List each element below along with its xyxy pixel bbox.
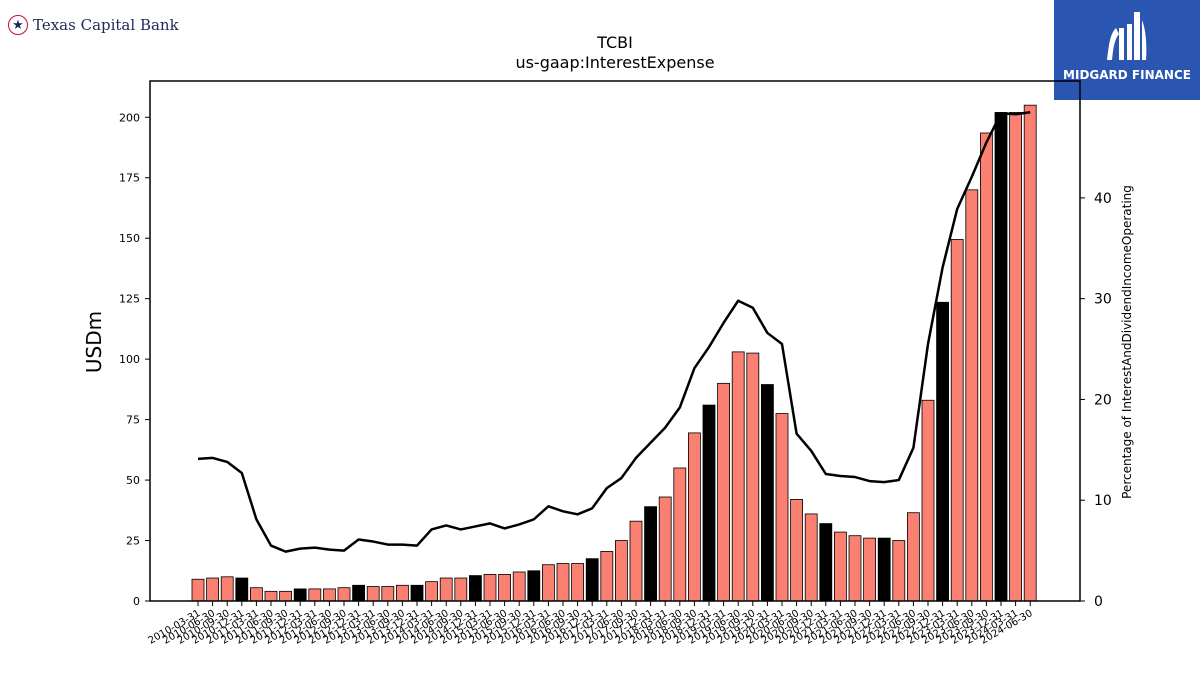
y-tick-label: 75 [126,414,140,427]
bar-2020-03-31 [775,413,789,602]
y-tick-label: 200 [119,111,140,124]
bar-2012-03-31 [308,588,322,602]
y-tick-label: 50 [126,474,140,487]
bar-2021-03-31 [834,531,847,602]
y-axis-label: USDm [82,311,106,373]
bar-2019-06-30 [731,351,745,602]
y-tick-label: 150 [119,232,140,245]
bar-2015-06-30 [498,574,512,602]
line-series [197,111,1031,553]
x-axis-ticks: 2010-03-312010-06-302010-09-302010-12-31… [147,601,1035,647]
bar-2019-03-31 [717,382,730,602]
bar-2021-06-30 [848,535,862,602]
y-tick-label: 175 [119,172,140,185]
bar-2010-12-31 [235,577,249,602]
bar-2011-12-31 [293,588,307,602]
y-tick-label: 0 [133,595,140,608]
percentage-line [197,111,1031,553]
bar-2010-03-31 [191,578,205,602]
y2-axis-label: Percentage of InterestAndDividendIncomeO… [1120,185,1134,499]
y-tick-label: 100 [119,353,140,366]
bar-2021-12-31 [877,537,891,602]
bar-2013-06-30 [381,586,395,602]
bar-2020-09-30 [804,513,818,602]
bar-2024-06-30 [1023,104,1037,602]
bar-2021-09-30 [863,537,876,602]
bar-2022-09-30 [921,399,935,602]
bar-2019-12-31 [761,384,774,602]
bar-2023-06-30 [965,189,979,602]
midgard-finance-logo: MIDGARD FINANCE [1054,0,1200,100]
texas-capital-bank-logo: ★ Texas Capital Bank [8,12,179,38]
bar-2022-03-31 [892,540,906,602]
midgard-logo-mark-icon [1107,12,1147,60]
bar-2015-03-31 [483,574,497,602]
bar-2015-09-30 [512,571,526,602]
bar-2018-06-30 [673,467,687,602]
bar-2017-12-31 [644,506,657,602]
y-tick-label: 125 [119,293,140,306]
plot-frame [149,80,1081,602]
bar-2015-12-31 [527,570,541,602]
bar-2014-03-31 [425,581,439,602]
y2-axis-ticks: 0 10 20 30 40 [1080,191,1112,610]
bar-2023-09-30 [980,132,993,602]
bar-2013-12-31 [410,584,424,602]
bar-2018-09-30 [688,432,701,602]
bar-2013-03-31 [366,586,380,602]
bar-2010-06-30 [206,577,220,602]
bar-2016-09-30 [571,563,584,602]
bar-2017-09-30 [629,520,643,602]
bar-2014-06-30 [439,577,453,602]
chart-title: TCBI [596,33,633,52]
bar-2016-06-30 [556,563,570,602]
bar-2018-12-31 [702,404,716,602]
bar-2017-03-31 [600,551,614,602]
bar-2014-12-31 [468,575,482,602]
bar-2022-12-31 [936,301,949,602]
bar-2023-12-31 [994,112,1008,602]
chart-subtitle: us-gaap:InterestExpense [515,53,714,72]
bar-2016-12-31 [585,558,599,602]
y2-tick-label: 10 [1094,493,1112,509]
bar-series [191,104,1037,602]
bar-2023-03-31 [950,239,964,602]
right-logo-text: MIDGARD FINANCE [1063,68,1191,82]
bar-2020-06-30 [790,499,803,602]
bar-2011-09-30 [279,590,293,602]
bar-2011-03-31 [249,587,263,602]
bar-2018-03-31 [658,496,672,602]
bar-2013-09-30 [395,584,409,602]
star-icon: ★ [8,15,28,35]
bar-2017-06-30 [615,540,628,602]
bar-2010-09-30 [220,576,234,602]
bar-2012-12-31 [352,584,366,602]
bar-2019-09-30 [746,352,760,602]
y2-tick-label: 20 [1094,392,1112,408]
bar-2012-09-30 [337,587,351,602]
y-tick-label: 25 [126,535,140,548]
bar-2024-03-31 [1009,112,1022,602]
y-axis-ticks: 0 25 50 75 100 125 150 175 200 [119,111,150,608]
left-logo-text: Texas Capital Bank [33,16,179,34]
bar-2012-06-30 [322,588,336,602]
bar-2016-03-31 [542,564,555,602]
y2-tick-label: 30 [1094,292,1112,308]
bar-2011-06-30 [264,590,278,602]
bar-2020-12-31 [819,523,833,602]
y2-tick-label: 0 [1094,594,1103,610]
bar-2014-09-30 [454,577,468,602]
bar-2022-06-30 [907,512,920,602]
y2-tick-label: 40 [1094,191,1112,207]
